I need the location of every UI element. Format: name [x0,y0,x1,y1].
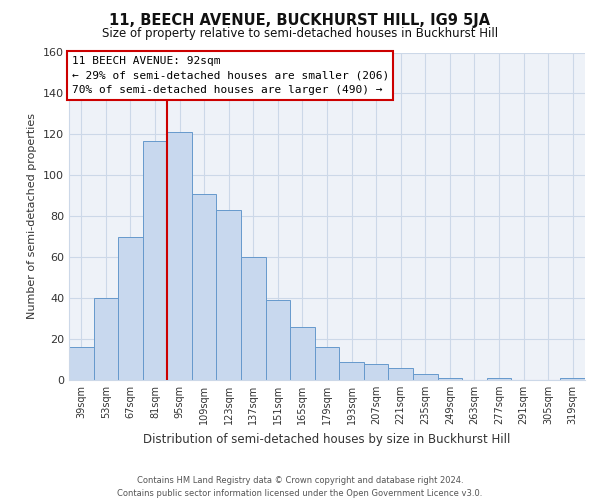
Bar [339,362,364,380]
Bar [388,368,413,380]
Bar [143,140,167,380]
Bar [94,298,118,380]
Bar [192,194,217,380]
Text: 11, BEECH AVENUE, BUCKHURST HILL, IG9 5JA: 11, BEECH AVENUE, BUCKHURST HILL, IG9 5J… [109,12,491,28]
Bar [487,378,511,380]
Bar [437,378,462,380]
Bar [290,327,315,380]
Bar [69,347,94,380]
Bar [217,210,241,380]
Bar [560,378,585,380]
Text: Contains HM Land Registry data © Crown copyright and database right 2024.
Contai: Contains HM Land Registry data © Crown c… [118,476,482,498]
Bar [413,374,437,380]
X-axis label: Distribution of semi-detached houses by size in Buckhurst Hill: Distribution of semi-detached houses by … [143,432,511,446]
Text: 11 BEECH AVENUE: 92sqm
← 29% of semi-detached houses are smaller (206)
70% of se: 11 BEECH AVENUE: 92sqm ← 29% of semi-det… [71,56,389,96]
Text: Size of property relative to semi-detached houses in Buckhurst Hill: Size of property relative to semi-detach… [102,28,498,40]
Y-axis label: Number of semi-detached properties: Number of semi-detached properties [28,114,37,320]
Bar [118,236,143,380]
Bar [364,364,388,380]
Bar [315,347,339,380]
Bar [266,300,290,380]
Bar [167,132,192,380]
Bar [241,257,266,380]
